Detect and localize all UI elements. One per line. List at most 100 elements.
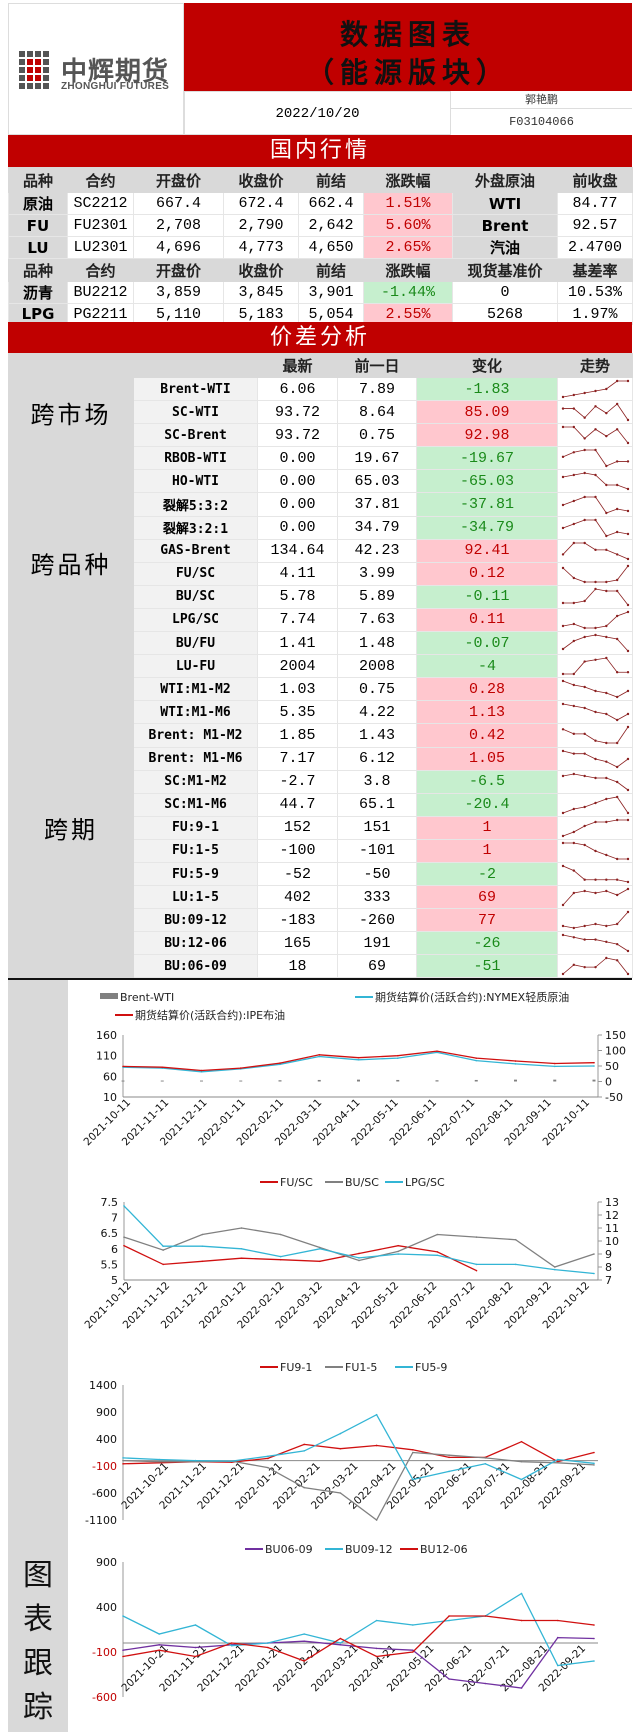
logo-text-en: ZHONGHUI FUTURES — [61, 81, 170, 92]
sparkline-point — [605, 889, 608, 893]
spread-analysis-table: 最新 前一日 变化 走势 跨市场 Brent-WTI 6.06 7.89 -1.83 SC-WTI… — [8, 353, 633, 979]
sparkline-point — [583, 472, 586, 475]
table-row: SC:M1-M6 44.7 65.1 -20.4 — [9, 792, 633, 817]
sparkline-point — [583, 938, 586, 942]
data-point — [593, 1272, 595, 1275]
data-point — [556, 1619, 559, 1622]
data-point — [122, 1065, 124, 1068]
data-point — [475, 1263, 478, 1266]
contract-cell: SC2212 — [67, 192, 134, 215]
sparkline-point — [594, 891, 597, 895]
group-label: 跨品种 — [8, 446, 134, 679]
sparkline-point — [561, 749, 565, 752]
company-logo: 中辉期货 ZHONGHUI FUTURES — [19, 51, 189, 93]
report-date: 2022/10/20 — [184, 91, 451, 135]
y-tick-label: 60 — [103, 1070, 117, 1083]
prev-cell: 333 — [337, 885, 417, 910]
sparkline-point — [572, 684, 576, 687]
data-point — [123, 1244, 125, 1247]
sparkline-line — [562, 496, 629, 513]
sparkline-point — [583, 889, 586, 893]
data-point — [375, 1619, 378, 1622]
sparkline-point — [583, 966, 586, 969]
ext-value-cell: 92.57 — [557, 214, 633, 237]
y-tick-label-right: 13 — [605, 1196, 619, 1209]
sparkline-point — [626, 690, 630, 693]
sparkline-point — [615, 530, 619, 533]
sparkline-point — [583, 733, 586, 736]
sparkline-point — [594, 849, 597, 853]
spread-name: LPG/SC — [133, 607, 258, 633]
sparkline-point — [626, 610, 630, 614]
change-cell: -1.44% — [363, 281, 453, 304]
column-header: 开盘价 — [133, 258, 224, 282]
trend-sparkline — [557, 584, 633, 609]
data-point — [267, 1466, 269, 1469]
table-row: Brent: M1-M2 1.85 1.43 0.42 — [9, 723, 633, 748]
y-tick-label: 900 — [96, 1406, 117, 1419]
change-cell: -0.07 — [416, 631, 558, 656]
sparkline-point — [615, 742, 619, 745]
spread-name: SC:M1-M6 — [133, 792, 258, 817]
sparkline-point — [572, 393, 576, 397]
sparkline-point — [572, 522, 576, 525]
legend-label: Brent-WTI — [120, 991, 174, 1004]
trend-sparkline — [557, 515, 633, 540]
sparkline-point — [615, 402, 619, 406]
sparkline-point — [572, 936, 576, 939]
ext-name-cell: 汽油 — [452, 236, 558, 259]
column-header: 合约 — [67, 258, 134, 282]
sparkline-point — [561, 934, 565, 937]
sparkline-point — [605, 534, 608, 537]
y-tick-label: 7 — [111, 1212, 118, 1225]
sparkline-point — [594, 389, 597, 393]
prev_settle-cell: 4,650 — [298, 236, 364, 259]
sparkline-point — [605, 412, 608, 415]
sparkline-point — [594, 580, 597, 583]
sparkline-point — [605, 853, 608, 857]
license-code: F03104066 — [509, 115, 574, 129]
sparkline-point — [583, 449, 586, 452]
series-line — [122, 1615, 595, 1662]
latest-cell: -183 — [257, 908, 338, 933]
latest-cell: 0.00 — [257, 446, 338, 471]
sparkline-point — [594, 474, 597, 477]
sparkline-point — [561, 903, 565, 907]
sparkline-point — [626, 460, 630, 463]
spread-name: LU-FU — [133, 654, 258, 679]
column-header: 涨跌幅 — [363, 258, 453, 282]
sparkline-point — [561, 647, 565, 651]
data-point — [194, 1624, 197, 1626]
y-tick-label: 400 — [96, 1433, 117, 1446]
sparkline-point — [594, 495, 597, 498]
series-line — [122, 1451, 595, 1521]
sparkline-point — [605, 624, 608, 628]
sparkline-point — [572, 499, 576, 502]
latest-cell: 1.41 — [257, 631, 338, 656]
data-point — [319, 1260, 321, 1263]
data-point — [358, 1259, 360, 1262]
spread-name: BU:06-09 — [133, 954, 258, 979]
variety-cell: LPG — [8, 303, 68, 325]
y-tick-label-right: 0 — [605, 1076, 612, 1089]
sparkline-point — [583, 626, 586, 630]
spread-name: BU:09-12 — [133, 908, 258, 933]
trend-sparkline — [557, 446, 633, 471]
data-point — [593, 1065, 595, 1067]
data-point — [239, 1067, 242, 1069]
sparkline-point — [561, 476, 565, 479]
change-cell: -2 — [416, 861, 558, 887]
sparkline-point — [561, 680, 565, 683]
data-point — [593, 1451, 595, 1454]
page-subtitle: （能源版块） — [305, 56, 510, 89]
data-point — [436, 1254, 439, 1257]
charts-panel — [68, 980, 632, 1732]
sparkline-point — [594, 711, 597, 714]
data-point — [396, 1057, 399, 1059]
data-point — [436, 1251, 439, 1253]
sparkline-point — [572, 541, 576, 544]
change-cell: -65.03 — [416, 469, 558, 494]
sparkline-point — [572, 964, 576, 967]
domestic-market-table: 品种 合约 开盘价 收盘价 前结 涨跌幅 外盘原油 前收盘 原油 SC2212 667.4 672.4… — [8, 167, 633, 325]
data-point — [556, 1664, 559, 1667]
